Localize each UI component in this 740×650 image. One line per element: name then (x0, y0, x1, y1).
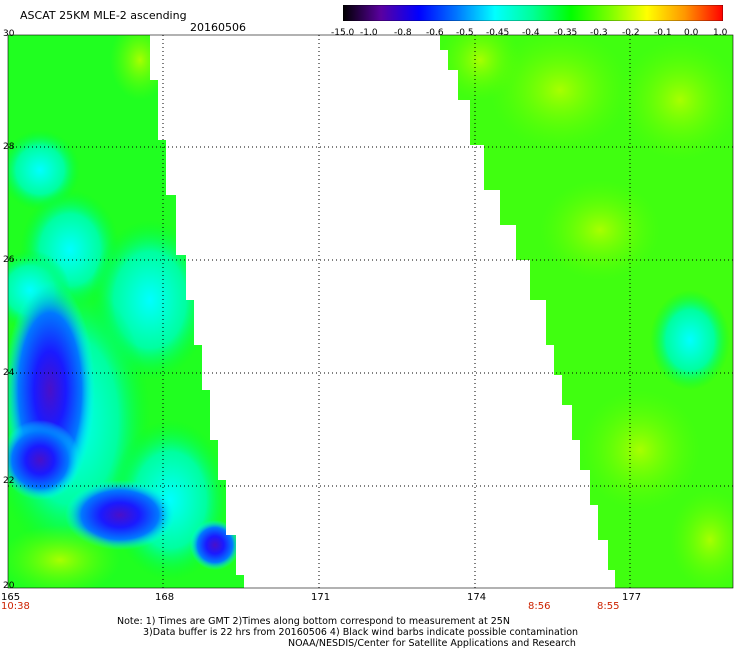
lon-label: 171 (311, 592, 331, 603)
lat-lon-grid (8, 35, 733, 588)
colorbar-label: -0.3 (590, 28, 608, 38)
lat-label: 22 (3, 476, 15, 486)
map-frame (7, 34, 734, 589)
colorbar-label: -0.4 (522, 28, 540, 38)
lat-label: 20 (3, 581, 15, 591)
colorbar-label: -0.6 (426, 28, 444, 38)
left-swath (8, 35, 244, 588)
colorbar-label: -0.2 (622, 28, 640, 38)
lon-label: 165 (1, 592, 21, 603)
note-line: NOAA/NESDIS/Center for Satellite Applica… (288, 638, 576, 649)
lat-label: 30 (3, 29, 15, 39)
pass-time-label: 8:56 (528, 601, 551, 612)
pass-time-label: 8:55 (597, 601, 620, 612)
colorbar-label: -0.5 (456, 28, 474, 38)
note-line: Note: 1) Times are GMT 2)Times along bot… (117, 616, 510, 627)
note-line: 3)Data buffer is 22 hrs from 20160506 4)… (143, 627, 579, 638)
lon-label: 174 (467, 592, 487, 603)
map-title: ASCAT 25KM MLE-2 ascending (20, 9, 187, 22)
colorbar-gradient (343, 5, 723, 21)
colorbar-label: -0.45 (486, 28, 510, 38)
colorbar (343, 5, 723, 21)
colorbar-label: -0.8 (394, 28, 412, 38)
map-date: 20160506 (190, 21, 246, 34)
lon-label: 177 (622, 592, 642, 603)
colorbar-label: -1.0 (360, 28, 378, 38)
right-swath (440, 35, 733, 588)
lon-label: 168 (155, 592, 175, 603)
lat-label: 28 (3, 142, 15, 152)
colorbar-label: 0.0 (684, 28, 699, 38)
colorbar-label: 1.0 (713, 28, 728, 38)
lat-label: 26 (3, 255, 15, 265)
lat-label: 24 (3, 368, 15, 378)
colorbar-label: -0.1 (654, 28, 672, 38)
colorbar-label: -15.0 (331, 28, 355, 38)
pass-time-label: 10:38 (1, 601, 30, 612)
colorbar-label: -0.35 (554, 28, 578, 38)
